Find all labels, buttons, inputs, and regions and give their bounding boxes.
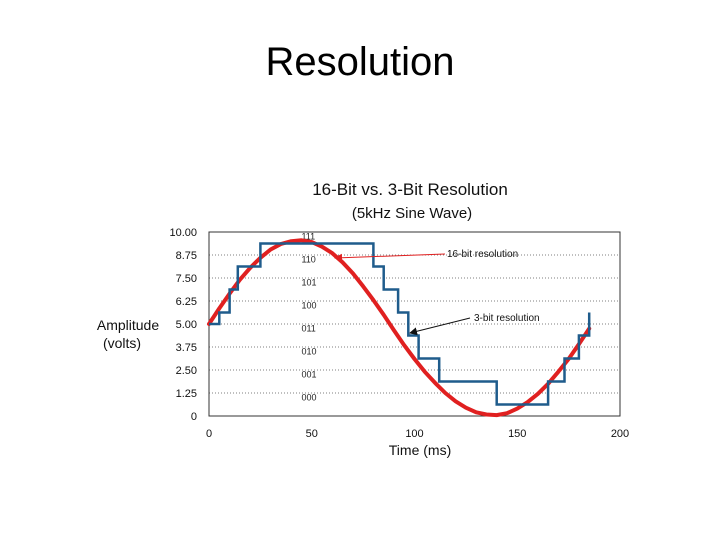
level-code-label: 001 bbox=[301, 370, 316, 380]
x-axis-label: Time (ms) bbox=[389, 442, 451, 458]
y-axis-label-line1: Amplitude bbox=[97, 317, 159, 333]
y-tick-label: 5.00 bbox=[176, 319, 197, 331]
level-code-label: 011 bbox=[301, 324, 315, 334]
level-code-label: 100 bbox=[301, 301, 316, 311]
level-code-label: 111 bbox=[301, 232, 315, 242]
y-tick-label: 2.50 bbox=[176, 365, 197, 377]
chart-title: 16-Bit vs. 3-Bit Resolution bbox=[312, 180, 508, 199]
level-code-label: 110 bbox=[301, 255, 315, 265]
y-tick-label: 8.75 bbox=[176, 250, 197, 262]
y-tick-label: 10.00 bbox=[169, 227, 197, 239]
y-tick-label: 3.75 bbox=[176, 342, 197, 354]
annotation-3-bit-arrow bbox=[409, 317, 471, 336]
y-tick-label: 1.25 bbox=[176, 388, 197, 400]
slide-title: Resolution bbox=[265, 40, 455, 84]
y-tick-label: 6.25 bbox=[176, 296, 197, 308]
chart-subtitle: (5kHz Sine Wave) bbox=[352, 205, 472, 222]
y-axis-label-line2: (volts) bbox=[103, 335, 141, 351]
x-tick-label: 50 bbox=[306, 428, 318, 440]
x-tick-label: 150 bbox=[508, 428, 526, 440]
x-tick-label: 200 bbox=[611, 428, 629, 440]
level-code-label: 101 bbox=[301, 278, 316, 288]
annotation-16-bit-label: 16-bit resolution bbox=[447, 249, 518, 260]
x-tick-label: 0 bbox=[206, 428, 212, 440]
plot-frame bbox=[208, 231, 621, 417]
x-tick-label: 100 bbox=[405, 428, 423, 440]
plot-area: 0 1.25 2.50 3.75 5.00 6.25 7.50 8.75 10.00 0 50 100… bbox=[169, 227, 629, 440]
y-tick-label: 0 bbox=[191, 411, 197, 423]
level-code-label: 010 bbox=[301, 347, 316, 357]
y-tick-label: 7.50 bbox=[176, 273, 197, 285]
annotation-3-bit-label: 3-bit resolution bbox=[474, 313, 540, 324]
annotation-16-bit-arrow bbox=[334, 253, 446, 262]
series-3-bit-steps bbox=[209, 242, 591, 406]
level-code-label: 000 bbox=[301, 393, 316, 403]
series-16-bit-line bbox=[207, 238, 592, 418]
